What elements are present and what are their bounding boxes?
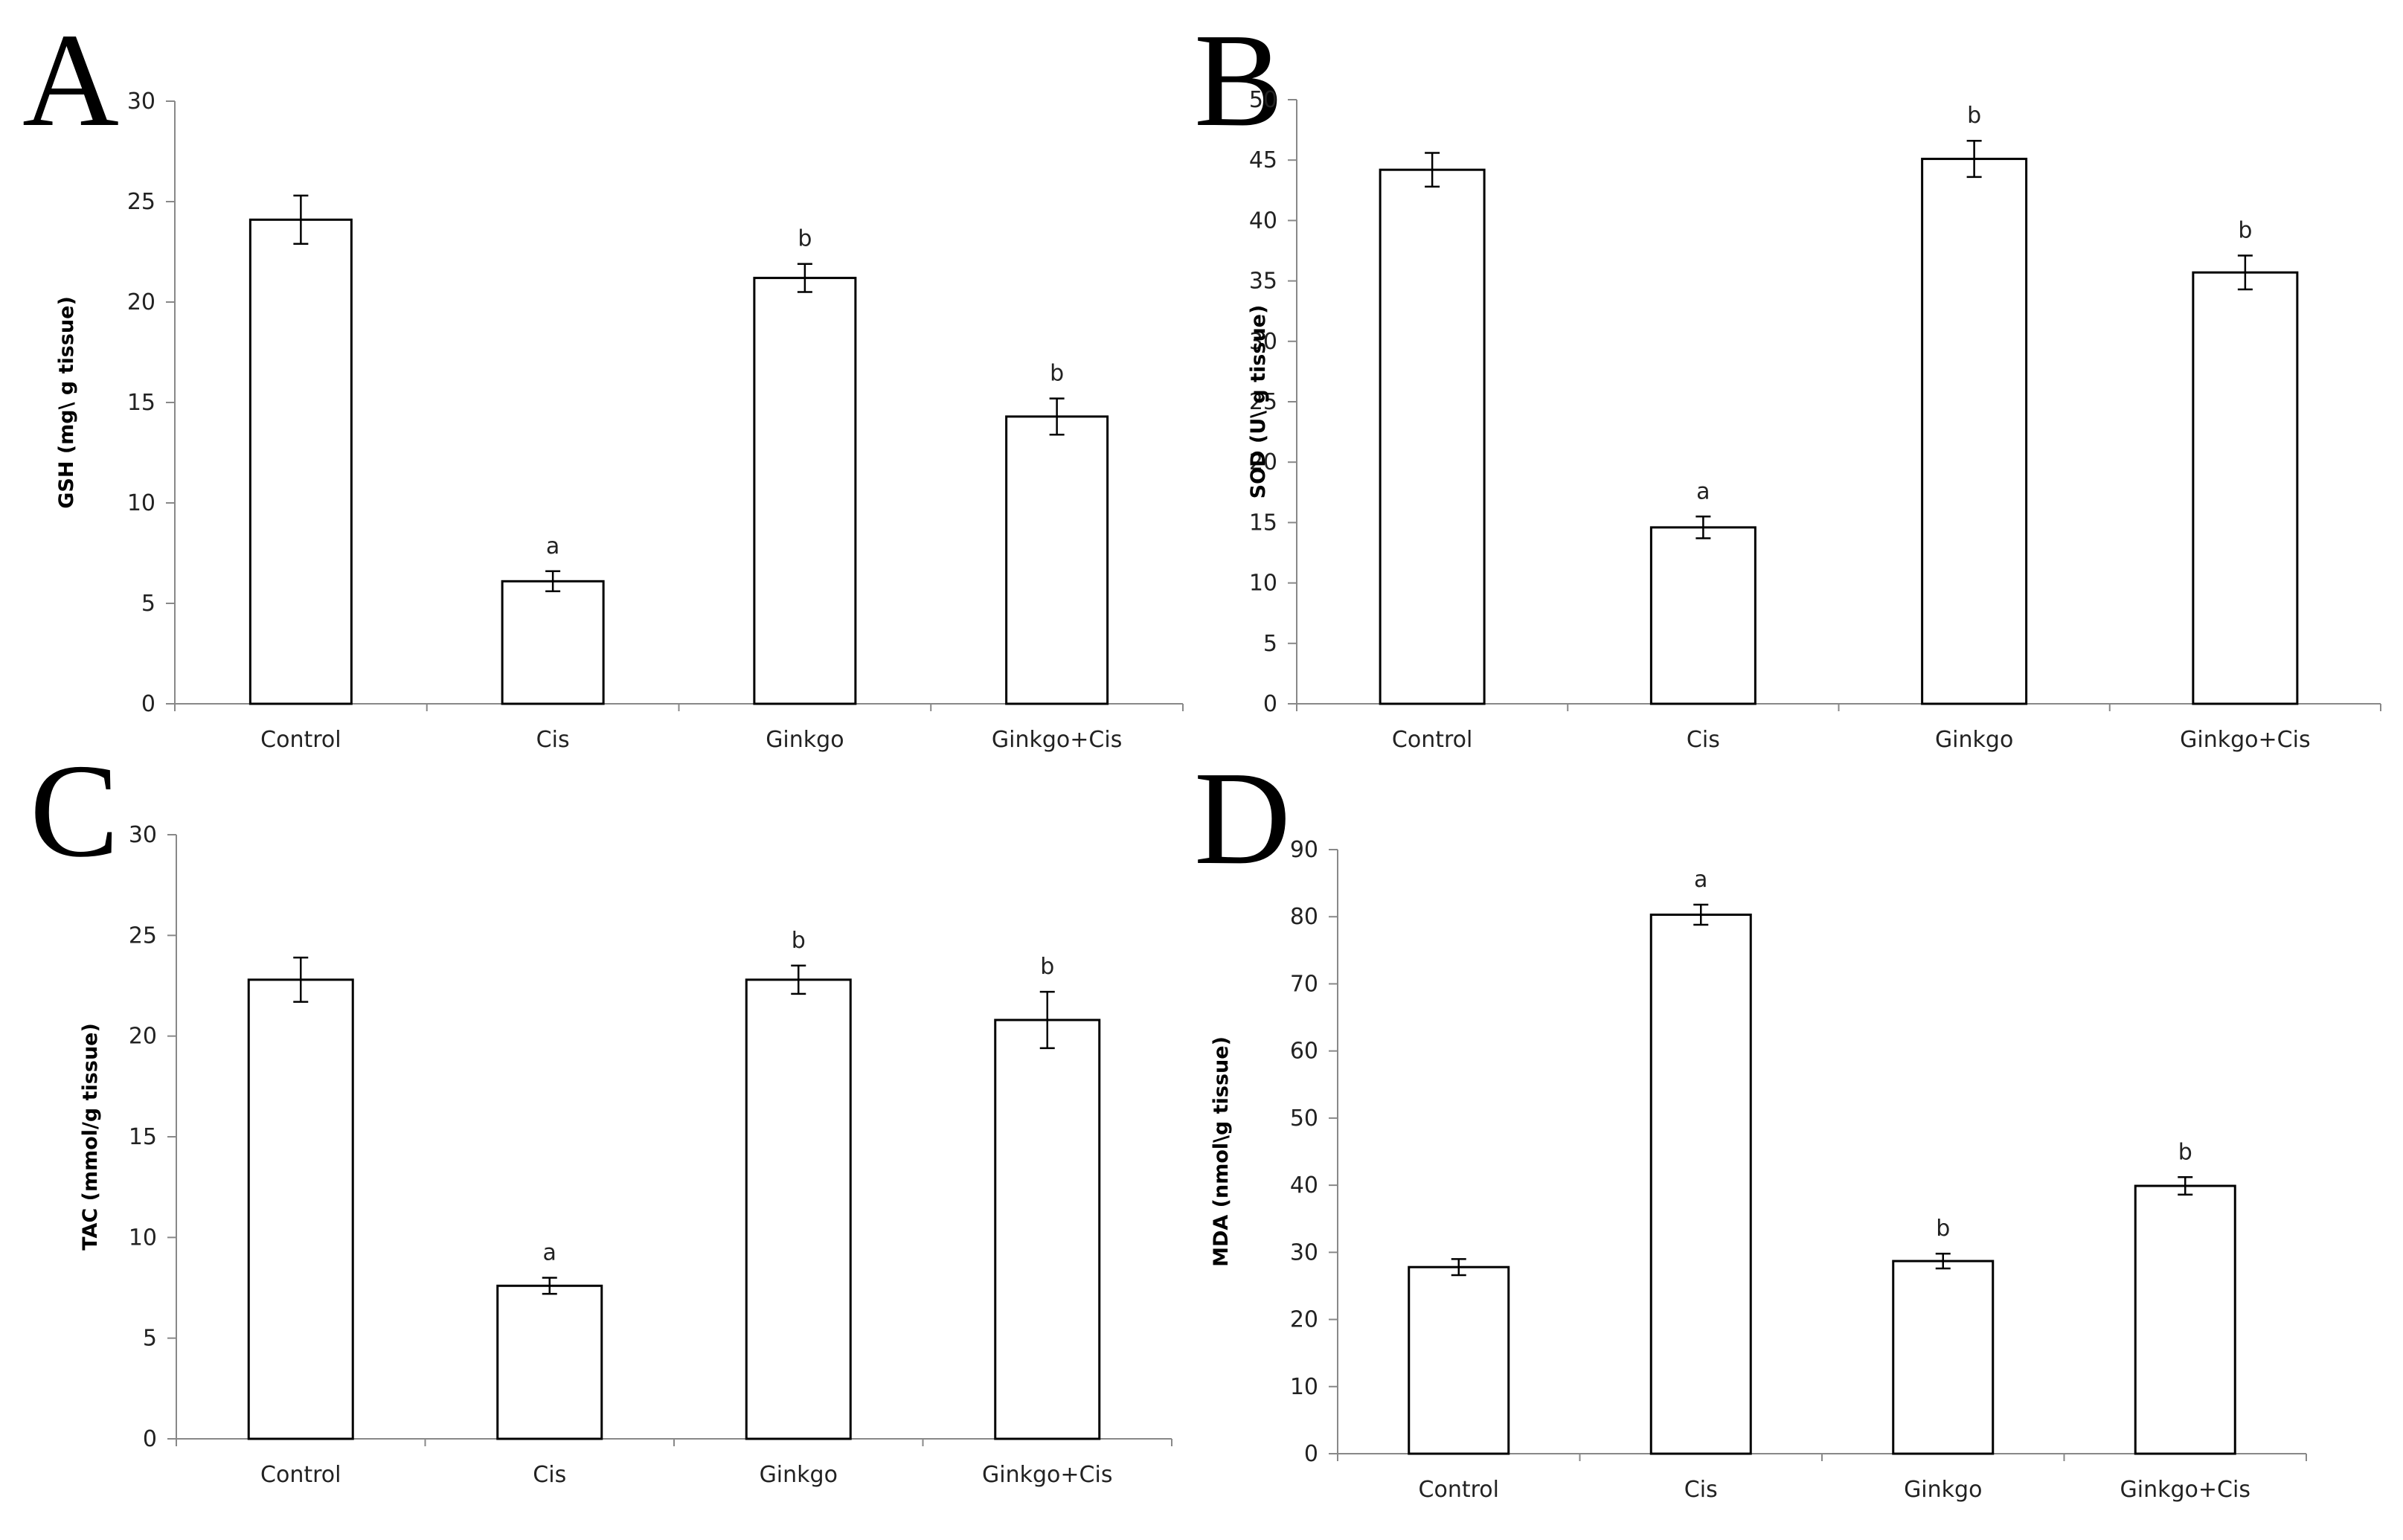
panel-b-letter: B xyxy=(1194,6,1283,154)
panel-a-plot: 0 5 10 15 20 25 30 GSH (mg\ g tissue) Control a Ci… xyxy=(55,89,1184,753)
panel-a: A 0 5 10 15 20 25 30 GSH (mg\ g tissue) Control a… xyxy=(22,6,1184,753)
y-tick-label: 60 xyxy=(1290,1039,1318,1065)
bar xyxy=(248,218,353,705)
panel-a-letter: A xyxy=(22,6,119,154)
y-tick-label: 50 xyxy=(1290,1106,1318,1132)
x-category-label: Ginkgo xyxy=(760,1462,838,1488)
bar xyxy=(1921,158,2028,705)
significance-label: a xyxy=(1694,867,1707,893)
significance-label: b xyxy=(1936,1216,1950,1242)
x-category-label: Ginkgo xyxy=(1935,727,2013,753)
significance-label: b xyxy=(1967,103,1981,129)
bar xyxy=(994,1018,1101,1440)
x-category-label: Control xyxy=(260,727,341,753)
bar xyxy=(1005,415,1109,705)
x-category-label: Control xyxy=(260,1462,341,1488)
x-category-label: Control xyxy=(1392,727,1472,753)
bar xyxy=(2192,271,2299,705)
panel-d: D 0 10 20 30 40 50 60 70 80 90 MDA (nmol\g tissue)… xyxy=(1194,744,2307,1503)
y-tick-label: 15 xyxy=(129,1124,157,1150)
significance-label: a xyxy=(1696,478,1710,504)
y-tick-label: 30 xyxy=(129,822,157,848)
bar xyxy=(1408,1265,1510,1455)
panel-d-letter: D xyxy=(1194,744,1291,892)
panel-b: B 0 5 10 15 20 25 30 35 40 45 50 SOD (U\ g tissue) C… xyxy=(1194,6,2381,753)
panel-b-plot: 0 5 10 15 20 25 30 35 40 45 50 SOD (U\ g tissue) Con… xyxy=(1247,87,2381,753)
y-axis-label: GSH (mg\ g tissue) xyxy=(55,296,78,509)
y-tick-label: 20 xyxy=(127,289,155,315)
y-tick-label: 0 xyxy=(143,1426,157,1452)
x-category-label: Control xyxy=(1419,1477,1499,1503)
y-tick-label: 10 xyxy=(1290,1374,1318,1400)
y-tick-label: 20 xyxy=(1249,449,1277,475)
x-category-label: Ginkgo+Cis xyxy=(992,727,1122,753)
y-tick-label: 40 xyxy=(1249,208,1277,234)
bar xyxy=(1379,168,1486,705)
y-tick-label: 10 xyxy=(1249,571,1277,597)
x-category-label: Ginkgo+Cis xyxy=(2120,1477,2250,1503)
y-tick-label: 5 xyxy=(143,1326,157,1352)
x-category-label: Cis xyxy=(1687,727,1720,753)
y-tick-label: 30 xyxy=(1249,329,1277,355)
y-tick-label: 80 xyxy=(1290,904,1318,930)
y-tick-label: 70 xyxy=(1290,971,1318,997)
y-tick-label: 35 xyxy=(1249,269,1277,295)
x-category-label: Cis xyxy=(536,727,570,753)
y-axis-label: SOD (U\ g tissue) xyxy=(1247,305,1270,499)
bar xyxy=(745,978,852,1440)
y-tick-label: 15 xyxy=(127,390,155,416)
y-tick-label: 40 xyxy=(1290,1172,1318,1199)
significance-label: b xyxy=(798,226,812,252)
y-tick-label: 45 xyxy=(1249,147,1277,173)
y-tick-label: 20 xyxy=(1290,1307,1318,1333)
y-tick-label: 25 xyxy=(1249,389,1277,415)
y-axis-label: MDA (nmol\g tissue) xyxy=(1210,1036,1233,1267)
x-category-label: Ginkgo xyxy=(766,727,844,753)
panel-d-plot: 0 10 20 30 40 50 60 70 80 90 MDA (nmol\g tissue) Co… xyxy=(1210,837,2307,1503)
significance-label: a xyxy=(546,533,559,559)
significance-label: b xyxy=(1050,361,1064,387)
significance-label: a xyxy=(543,1239,556,1265)
y-tick-label: 25 xyxy=(129,923,157,949)
y-tick-label: 30 xyxy=(127,89,155,115)
y-tick-label: 0 xyxy=(1304,1441,1318,1467)
y-tick-label: 50 xyxy=(1249,87,1277,113)
panel-c-letter: C xyxy=(30,737,119,885)
significance-label: b xyxy=(792,928,806,954)
bar xyxy=(247,978,354,1440)
bar xyxy=(501,580,605,705)
x-category-label: Ginkgo xyxy=(1904,1477,1982,1503)
y-axis-label: TAC (mmol/g tissue) xyxy=(79,1023,102,1251)
y-tick-label: 90 xyxy=(1290,837,1318,863)
y-tick-label: 5 xyxy=(1263,631,1277,657)
y-tick-label: 10 xyxy=(129,1225,157,1251)
y-tick-label: 5 xyxy=(141,591,155,617)
significance-label: b xyxy=(2178,1139,2192,1165)
x-category-label: Cis xyxy=(1684,1477,1718,1503)
y-tick-label: 0 xyxy=(141,691,155,717)
panel-c-plot: 0 5 10 15 20 25 30 TAC (mmol/g tissue) Control a C… xyxy=(79,822,1172,1488)
panel-c: C 0 5 10 15 20 25 30 TAC (mmol/g tissue) Control… xyxy=(30,737,1172,1488)
y-tick-label: 0 xyxy=(1263,691,1277,717)
significance-label: b xyxy=(1040,954,1054,980)
x-category-label: Ginkgo+Cis xyxy=(982,1462,1112,1488)
x-category-label: Cis xyxy=(533,1462,566,1488)
bar xyxy=(2134,1184,2236,1455)
y-tick-label: 25 xyxy=(127,189,155,215)
bar xyxy=(1649,914,1752,1455)
significance-label: b xyxy=(2238,217,2252,243)
y-tick-label: 30 xyxy=(1290,1239,1318,1265)
bar xyxy=(1892,1260,1995,1455)
y-tick-label: 10 xyxy=(127,490,155,516)
y-tick-label: 20 xyxy=(129,1024,157,1050)
x-category-label: Ginkgo+Cis xyxy=(2180,727,2310,753)
y-tick-label: 15 xyxy=(1249,510,1277,536)
bar xyxy=(496,1284,603,1440)
bar xyxy=(753,277,857,705)
bar xyxy=(1649,526,1756,705)
